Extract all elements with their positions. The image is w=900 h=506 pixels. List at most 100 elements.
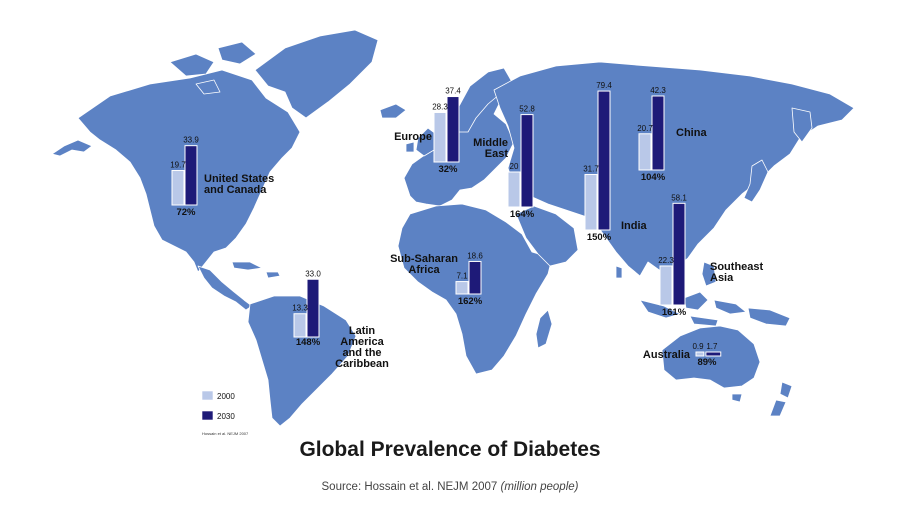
region-name-line: Caribbean	[335, 358, 389, 370]
value-label-2030: 58.1	[671, 193, 687, 202]
increase-label: 72%	[176, 207, 196, 218]
bar-2000	[659, 265, 673, 306]
bar-2030	[446, 96, 460, 163]
central-america	[197, 265, 253, 311]
increase-label: 164%	[510, 209, 535, 220]
legend-label-2030: 2030	[217, 412, 235, 421]
bar-2030	[184, 145, 198, 206]
increase-label: 150%	[587, 232, 612, 243]
region-southeast-asia: 22.3 58.1 161% Southeast Asia	[658, 193, 763, 318]
region-india: 31.7 79.4 150% India	[583, 81, 647, 243]
region-name-line: and Canada	[204, 184, 267, 196]
arctic-islands	[169, 41, 257, 95]
region-name: Sub-Saharan Africa	[390, 253, 458, 276]
bar-2030	[651, 95, 665, 171]
caribbean-islands	[231, 261, 281, 279]
greenland	[254, 29, 379, 119]
increase-label: 104%	[641, 172, 666, 183]
region-name-line: East	[485, 148, 509, 160]
asia	[493, 61, 855, 277]
value-label-2000: 22.3	[658, 256, 674, 265]
madagascar	[535, 309, 553, 349]
region-name: China	[676, 127, 707, 139]
indonesia	[639, 261, 747, 327]
map-citation: Hossain et al. NEJM 2007	[202, 431, 249, 436]
value-label-2030: 33.9	[183, 136, 199, 145]
value-label-2000: 13.3	[292, 304, 308, 313]
value-label-2000: 0.9	[692, 342, 704, 351]
increase-label: 32%	[438, 164, 458, 175]
legend-swatch-2000	[201, 390, 214, 401]
legend: 2000 2030 Hossain et al. NEJM 2007	[201, 390, 249, 436]
region-name: Australia	[643, 349, 691, 361]
alaska-peninsula	[51, 139, 93, 157]
region-china: 20.7 42.3 104% China	[637, 86, 707, 183]
region-name: Middle East	[473, 137, 508, 160]
increase-label: 161%	[662, 307, 687, 318]
region-name-line: America	[340, 336, 384, 348]
region-middle-east: 20 52.8 164% Middle East	[473, 105, 535, 220]
bar-layer: 19.7 33.9 72% United States and Canada 28.3 37…	[170, 81, 763, 370]
tasmania	[731, 393, 743, 403]
region-sub-saharan-africa: 7.1 18.6 162% Sub-Saharan Africa	[390, 251, 483, 307]
bar-2000	[171, 170, 185, 206]
value-label-2000: 7.1	[456, 272, 468, 281]
bar-2030	[705, 351, 722, 357]
value-label-2030: 18.6	[467, 251, 483, 260]
sri-lanka	[615, 265, 623, 279]
region-name-line: United States	[204, 173, 274, 185]
region-australia: 0.9 1.7 89% Australia	[643, 342, 722, 368]
bar-2000	[638, 133, 652, 171]
region-name: Europe	[394, 131, 432, 143]
source-text: Source: Hossain et al. NEJM 2007	[321, 481, 498, 493]
region-name-line: Europe	[394, 131, 432, 143]
value-label-2030: 79.4	[596, 81, 612, 90]
value-label-2030: 52.8	[519, 105, 535, 114]
kamchatka	[791, 107, 813, 143]
region-name-line: Southeast	[710, 261, 764, 273]
bar-2000	[507, 171, 521, 208]
arabian-peninsula	[515, 205, 579, 267]
south-america	[247, 295, 357, 427]
region-name-line: China	[676, 127, 707, 139]
bar-2000	[293, 313, 307, 338]
value-label-2000: 28.3	[432, 102, 448, 111]
region-name: Southeast Asia	[710, 261, 764, 284]
bar-2000	[584, 174, 598, 231]
bar-2000	[433, 111, 447, 163]
region-name: Latin America and the Caribbean	[335, 325, 389, 370]
value-label-2030: 37.4	[445, 87, 461, 96]
region-name-line: and the	[342, 347, 381, 359]
region-name-line: Middle	[473, 137, 508, 149]
value-label-2000: 20	[510, 162, 519, 171]
bar-2030	[597, 90, 611, 231]
region-name-line: Sub-Saharan	[390, 253, 458, 265]
iceland	[379, 103, 407, 119]
region-europe: 28.3 37.4 32% Europe	[394, 87, 461, 175]
value-label-2000: 19.7	[170, 161, 186, 170]
australia	[661, 325, 761, 389]
value-label-2000: 20.7	[637, 124, 653, 133]
value-label-2000: 31.7	[583, 165, 599, 174]
bar-2030	[306, 278, 320, 338]
region-latin-america-and-the-caribbean: 13.3 33.0 148% Latin America and the Caribbean	[292, 269, 389, 370]
bar-2030	[520, 114, 534, 208]
bar-2000	[695, 351, 705, 357]
bar-2030	[468, 260, 482, 295]
increase-label: 89%	[697, 357, 717, 368]
region-name-line: India	[621, 220, 648, 232]
new-guinea	[747, 307, 791, 327]
value-label-2030: 1.7	[706, 342, 718, 351]
bar-2030	[672, 202, 686, 306]
new-zealand	[769, 381, 793, 417]
region-name: United States and Canada	[204, 173, 274, 196]
region-name-line: Asia	[710, 272, 734, 284]
legend-swatch-2030	[201, 410, 214, 421]
chart-title: Global Prevalence of Diabetes	[299, 438, 601, 461]
unit-note: (million people)	[500, 481, 579, 493]
region-name-line: Africa	[408, 264, 440, 276]
region-united-states-and-canada: 19.7 33.9 72% United States and Canada	[170, 136, 274, 218]
bar-2000	[455, 281, 469, 295]
legend-label-2000: 2000	[217, 392, 235, 401]
